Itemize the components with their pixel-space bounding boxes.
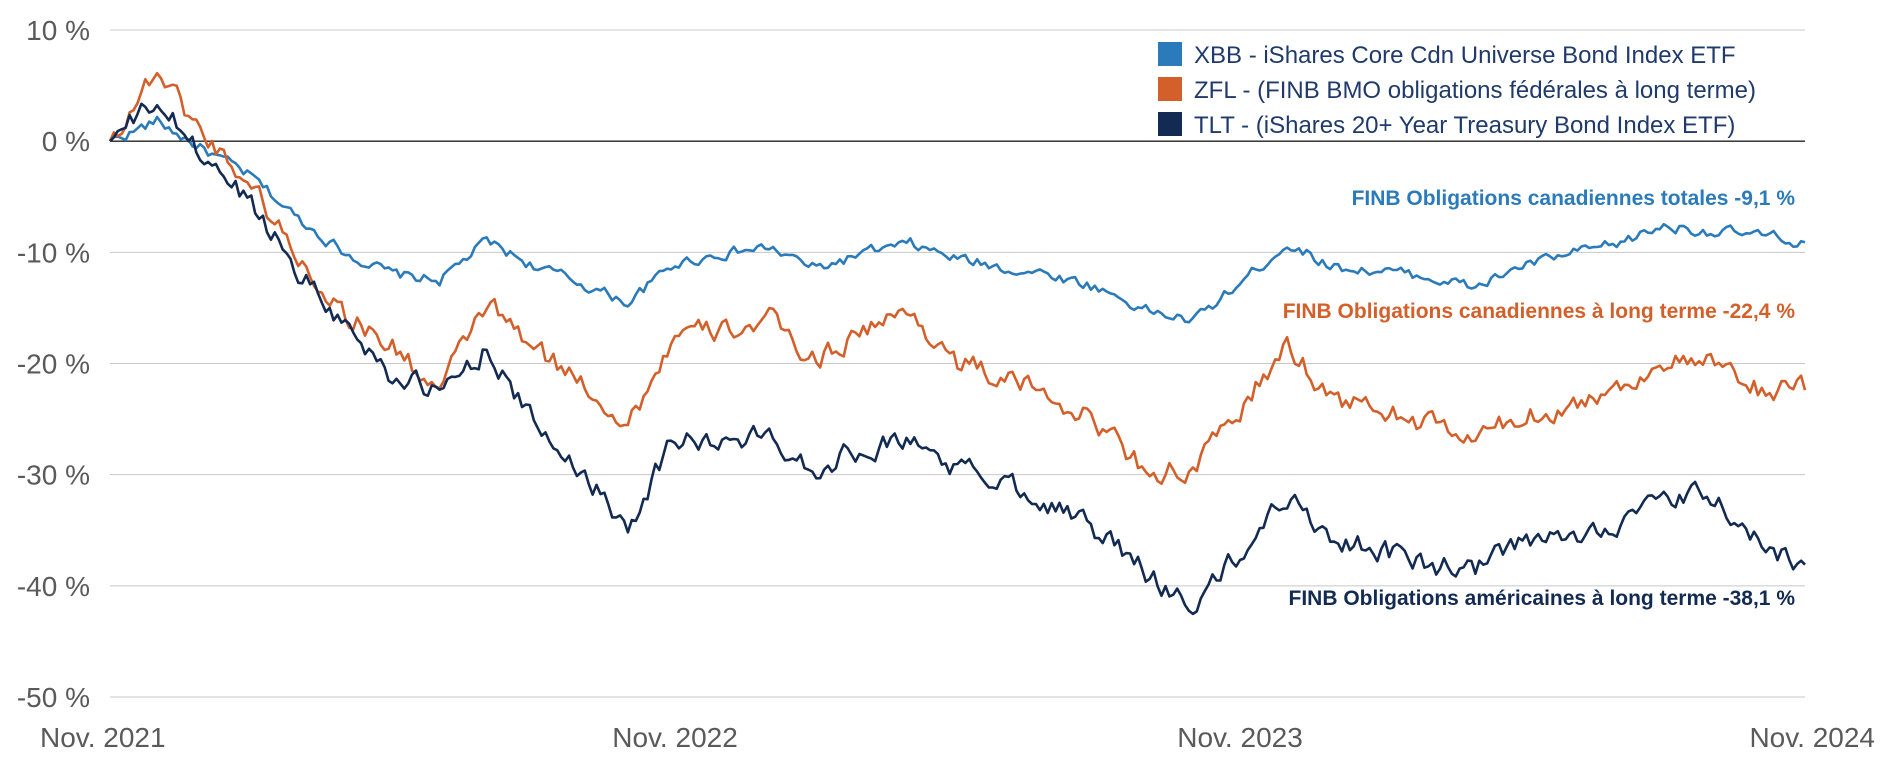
- y-tick-label: 10 %: [26, 15, 90, 46]
- y-tick-label: -30 %: [17, 460, 90, 491]
- series-line: [109, 115, 1806, 324]
- series-line: [108, 71, 1807, 485]
- x-tick-label: Nov. 2022: [612, 722, 738, 753]
- x-tick-label: Nov. 2023: [1177, 722, 1303, 753]
- series-line: [109, 102, 1806, 616]
- grid-layer: [110, 29, 1805, 698]
- legend-swatch: [1158, 77, 1182, 101]
- legend-label: TLT - (iShares 20+ Year Treasury Bond In…: [1194, 112, 1735, 139]
- y-tick-label: -20 %: [17, 349, 90, 380]
- series-end-label: FINB Obligations canadiennes totales -9,…: [1352, 187, 1796, 210]
- y-tick-label: -50 %: [17, 682, 90, 713]
- legend-label: ZFL - (FINB BMO obligations fédérales à …: [1194, 77, 1756, 104]
- legend-label: XBB - iShares Core Cdn Universe Bond Ind…: [1194, 42, 1736, 69]
- x-tick-label: Nov. 2021: [40, 722, 166, 753]
- y-tick-label: 0 %: [42, 126, 90, 157]
- legend: XBB - iShares Core Cdn Universe Bond Ind…: [1158, 42, 1756, 139]
- legend-swatch: [1158, 112, 1182, 136]
- y-axis-tick-labels: 10 % 0 % -10 % -20 % -30 % -40 % -50 %: [17, 15, 90, 713]
- x-axis-tick-labels: Nov. 2021 Nov. 2022 Nov. 2023 Nov. 2024: [40, 722, 1875, 753]
- series-lines: [108, 71, 1807, 616]
- series-end-labels: FINB Obligations canadiennes totales -9,…: [1283, 187, 1796, 610]
- x-tick-label: Nov. 2024: [1749, 722, 1875, 753]
- legend-swatch: [1158, 42, 1182, 66]
- series-end-label: FINB Obligations américaines à long term…: [1289, 587, 1796, 610]
- y-tick-label: -10 %: [17, 237, 90, 268]
- series-end-label: FINB Obligations canadiennes à long term…: [1283, 300, 1796, 323]
- y-tick-label: -40 %: [17, 571, 90, 602]
